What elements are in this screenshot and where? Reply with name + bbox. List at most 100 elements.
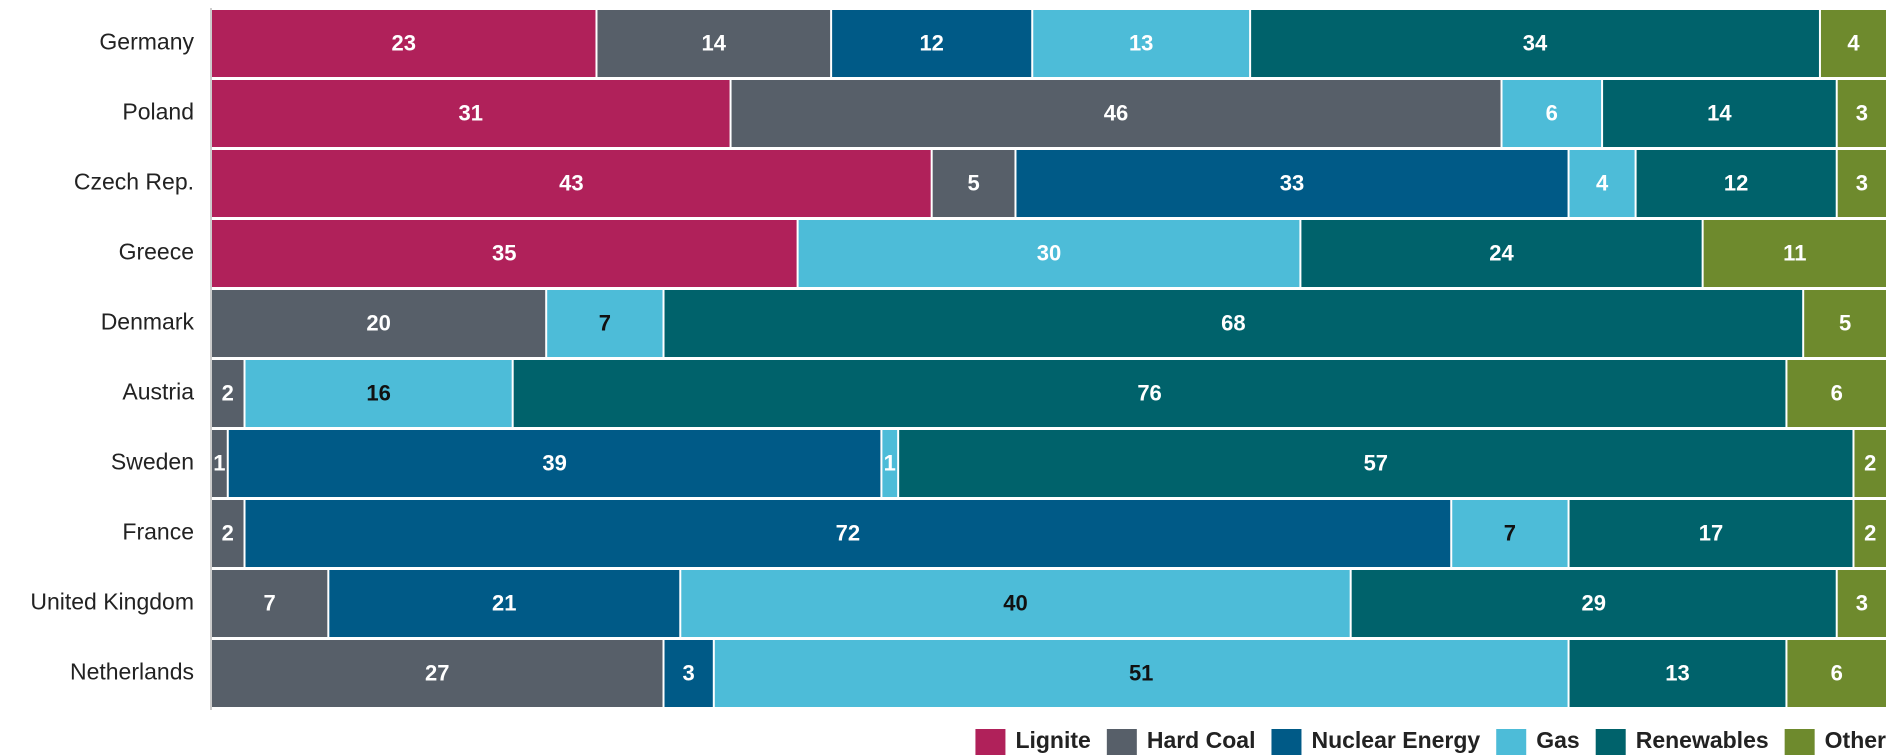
bar-segment bbox=[798, 220, 1300, 287]
bar-segment bbox=[1251, 10, 1819, 77]
legend-swatch bbox=[975, 729, 1006, 755]
bar-value-label: 27 bbox=[425, 660, 449, 685]
bar-segment bbox=[1351, 570, 1836, 637]
bar-value-label: 2 bbox=[222, 380, 234, 405]
bar-value-label: 24 bbox=[1489, 240, 1514, 265]
category-label: Germany bbox=[99, 29, 194, 55]
bar-segment bbox=[1603, 80, 1836, 147]
bar-value-label: 13 bbox=[1129, 30, 1153, 55]
bar-value-label: 12 bbox=[919, 30, 943, 55]
bar-value-label: 13 bbox=[1665, 660, 1689, 685]
bar-value-label: 35 bbox=[492, 240, 516, 265]
bar-value-label: 6 bbox=[1546, 100, 1558, 125]
bar-value-label: 11 bbox=[1783, 240, 1806, 265]
category-label: France bbox=[122, 519, 194, 545]
bar-segment bbox=[1016, 150, 1568, 217]
bar-segment bbox=[1636, 150, 1836, 217]
bar-value-label: 57 bbox=[1364, 450, 1388, 475]
legend-label: Gas bbox=[1536, 727, 1579, 753]
bar-value-label: 7 bbox=[1504, 520, 1516, 545]
bar-segment bbox=[212, 80, 730, 147]
bar-segment bbox=[212, 290, 546, 357]
bar-segment bbox=[1854, 500, 1886, 567]
bar-segment bbox=[1854, 430, 1886, 497]
legend-swatch bbox=[1784, 729, 1815, 755]
bar-value-label: 34 bbox=[1523, 30, 1548, 55]
legend-label: Lignite bbox=[1015, 727, 1090, 753]
bar-segment bbox=[1787, 360, 1886, 427]
bar-value-label: 20 bbox=[366, 310, 390, 335]
bar-segment bbox=[1703, 220, 1886, 287]
bar-value-label: 76 bbox=[1137, 380, 1161, 405]
bar-segment bbox=[882, 430, 898, 497]
bar-value-label: 3 bbox=[1856, 170, 1868, 195]
bar-segment bbox=[714, 640, 1568, 707]
bar-value-label: 7 bbox=[599, 310, 611, 335]
legend-swatch bbox=[1271, 729, 1302, 755]
bar-value-label: 23 bbox=[391, 30, 415, 55]
bar-segment bbox=[212, 640, 663, 707]
category-label: Netherlands bbox=[70, 659, 194, 685]
bar-segment bbox=[245, 360, 512, 427]
bar-value-label: 30 bbox=[1037, 240, 1061, 265]
bar-segment bbox=[1502, 80, 1602, 147]
bar-segment bbox=[513, 360, 1786, 427]
bar-segment bbox=[212, 10, 596, 77]
bar-segment bbox=[1569, 500, 1853, 567]
bar-value-label: 17 bbox=[1699, 520, 1723, 545]
bar-segment bbox=[1033, 10, 1250, 77]
bar-segment bbox=[832, 10, 1032, 77]
bar-segment bbox=[1820, 10, 1886, 77]
bar-value-label: 40 bbox=[1003, 590, 1027, 615]
bar-segment bbox=[899, 430, 1853, 497]
bar-value-label: 4 bbox=[1847, 30, 1860, 55]
bar-value-label: 21 bbox=[492, 590, 516, 615]
category-label: Poland bbox=[122, 99, 194, 125]
bar-value-label: 12 bbox=[1724, 170, 1748, 195]
bar-value-label: 3 bbox=[683, 660, 695, 685]
bar-segment bbox=[1569, 150, 1635, 217]
bar-segment bbox=[212, 500, 244, 567]
bar-value-label: 5 bbox=[1839, 310, 1851, 335]
bar-value-label: 3 bbox=[1856, 590, 1868, 615]
bar-segment bbox=[1787, 640, 1886, 707]
legend-label: Nuclear Energy bbox=[1311, 727, 1480, 753]
category-label: Greece bbox=[119, 239, 194, 265]
bar-segment bbox=[1452, 500, 1568, 567]
bar-segment bbox=[1837, 570, 1886, 637]
bar-segment bbox=[212, 360, 244, 427]
bar-segment bbox=[212, 150, 931, 217]
legend-swatch bbox=[1595, 729, 1626, 755]
bar-value-label: 31 bbox=[459, 100, 483, 125]
bar-value-label: 33 bbox=[1280, 170, 1304, 195]
bar-value-label: 4 bbox=[1596, 170, 1609, 195]
bar-segment bbox=[664, 290, 1803, 357]
legend-label: Other bbox=[1825, 727, 1886, 753]
bar-segment bbox=[932, 150, 1015, 217]
bar-segment bbox=[212, 220, 797, 287]
bar-segment bbox=[681, 570, 1350, 637]
bar-value-label: 1 bbox=[213, 450, 225, 475]
bar-value-label: 14 bbox=[702, 30, 727, 55]
bar-segment bbox=[731, 80, 1501, 147]
bar-value-label: 6 bbox=[1831, 660, 1843, 685]
bar-segment bbox=[1301, 220, 1702, 287]
bar-segment bbox=[228, 430, 881, 497]
category-label: Denmark bbox=[101, 309, 195, 335]
category-label: United Kingdom bbox=[30, 589, 194, 615]
bar-segment bbox=[1804, 290, 1886, 357]
bar-segment bbox=[212, 430, 227, 497]
bar-value-label: 3 bbox=[1856, 100, 1868, 125]
bar-value-label: 43 bbox=[559, 170, 583, 195]
category-label: Sweden bbox=[111, 449, 194, 475]
bar-value-label: 68 bbox=[1221, 310, 1245, 335]
bar-value-label: 46 bbox=[1104, 100, 1128, 125]
bar-segment bbox=[1837, 80, 1886, 147]
bar-value-label: 16 bbox=[366, 380, 390, 405]
legend-label: Hard Coal bbox=[1147, 727, 1256, 753]
bar-value-label: 1 bbox=[884, 450, 896, 475]
legend-swatch bbox=[1496, 729, 1527, 755]
bar-segment bbox=[1837, 150, 1886, 217]
bar-value-label: 29 bbox=[1581, 590, 1605, 615]
